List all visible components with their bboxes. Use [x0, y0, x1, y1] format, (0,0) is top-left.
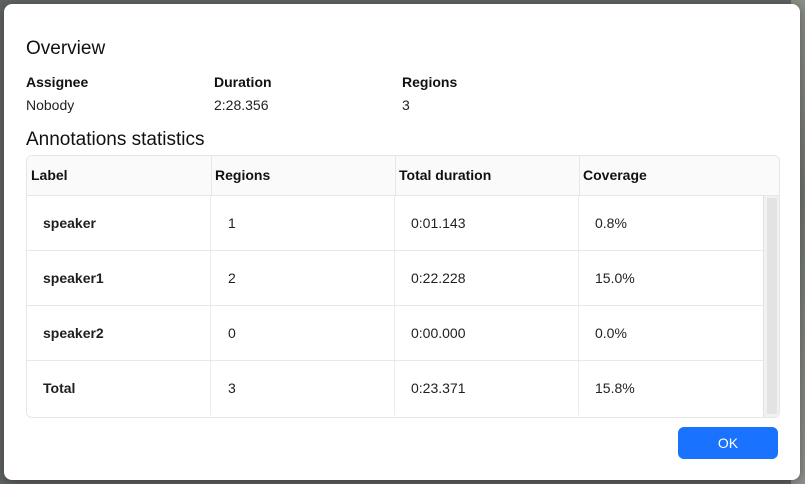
column-divider	[211, 156, 212, 195]
assignee-value: Nobody	[26, 97, 75, 113]
statistics-table: Label Regions Total duration Coverage sp…	[26, 155, 780, 418]
cell-coverage: 0.0%	[595, 325, 627, 341]
cell-label: speaker	[27, 196, 211, 250]
cell-label: Total	[27, 361, 211, 415]
annotation-overview-dialog: Overview Assignee Nobody Duration 2:28.3…	[4, 4, 800, 480]
regions-label: Regions	[402, 74, 458, 90]
table-row: speaker1 2 0:22.228 15.0%	[27, 251, 763, 306]
table-body: speaker 1 0:01.143 0.8% speaker1 2 0:22.…	[27, 196, 763, 416]
cell-label: speaker2	[27, 306, 211, 360]
cell-duration: 0:23.371	[395, 361, 579, 415]
cell-coverage: 0.8%	[595, 215, 627, 231]
scrollbar-thumb[interactable]	[767, 198, 777, 414]
regions-value: 3	[402, 97, 410, 113]
cell-duration: 0:01.143	[395, 196, 579, 250]
column-divider	[579, 156, 580, 195]
column-header-label[interactable]: Label	[31, 167, 68, 183]
annotations-statistics-heading: Annotations statistics	[26, 129, 205, 150]
cell-duration: 0:22.228	[395, 251, 579, 305]
table-row: speaker 1 0:01.143 0.8%	[27, 196, 763, 251]
duration-label: Duration	[214, 74, 272, 90]
duration-field: Duration 2:28.356	[214, 74, 272, 113]
column-divider	[395, 156, 396, 195]
cell-coverage: 15.0%	[595, 270, 635, 286]
cell-duration: 0:00.000	[395, 306, 579, 360]
table-row-total: Total 3 0:23.371 15.8%	[27, 361, 763, 416]
cell-regions: 2	[211, 251, 395, 305]
cell-label: speaker1	[27, 251, 211, 305]
duration-value: 2:28.356	[214, 97, 269, 113]
column-header-total-duration[interactable]: Total duration	[399, 167, 492, 183]
table-header: Label Regions Total duration Coverage	[27, 156, 779, 196]
regions-field: Regions 3	[402, 74, 457, 113]
column-header-regions[interactable]: Regions	[215, 167, 271, 183]
assignee-label: Assignee	[26, 74, 89, 90]
table-row: speaker2 0 0:00.000 0.0%	[27, 306, 763, 361]
cell-coverage: 15.8%	[595, 380, 635, 396]
ok-button[interactable]: OK	[678, 427, 778, 459]
overview-heading: Overview	[26, 38, 106, 59]
cell-regions: 1	[211, 196, 395, 250]
column-header-coverage[interactable]: Coverage	[583, 167, 647, 183]
table-scrollbar[interactable]	[763, 196, 779, 417]
cell-regions: 0	[211, 306, 395, 360]
assignee-field: Assignee Nobody	[26, 74, 88, 113]
cell-regions: 3	[211, 361, 395, 415]
